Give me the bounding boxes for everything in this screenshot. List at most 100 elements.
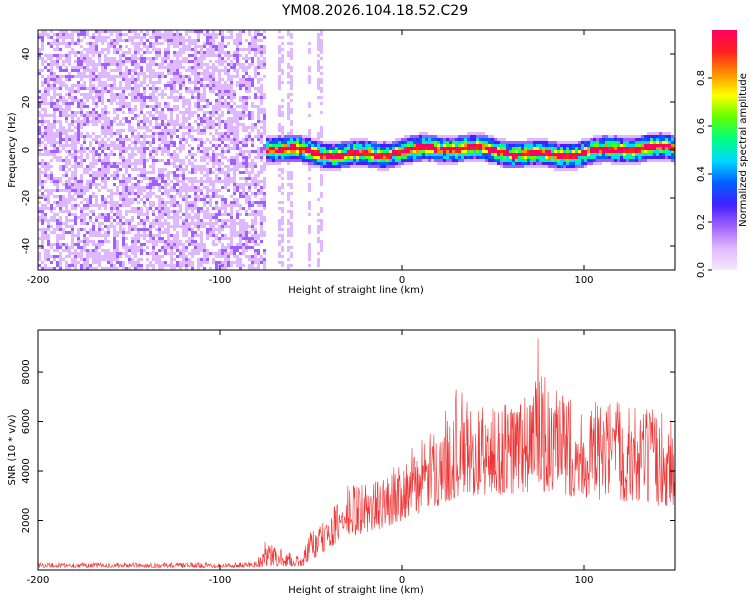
spectrogram-cell [212, 213, 215, 216]
spectrogram-cell [146, 258, 149, 261]
spectrogram-cell [269, 135, 272, 138]
spectrogram-cell [371, 147, 374, 150]
spectrogram-cell [77, 183, 80, 186]
spectrogram-cell [110, 129, 113, 132]
spectrogram-cell [41, 114, 44, 117]
spectrogram-cell [164, 144, 167, 147]
spectrogram-cell [431, 159, 434, 162]
spectrogram-cell [233, 192, 236, 195]
spectrogram-cell [164, 117, 167, 120]
spectrogram-cell [320, 219, 323, 222]
spectrogram-cell [98, 78, 101, 81]
spectrogram-cell [110, 75, 113, 78]
spectrogram-cell [314, 153, 317, 156]
spectrogram-cell [209, 102, 212, 105]
spectrogram-cell [86, 213, 89, 216]
spectrogram-cell [140, 234, 143, 237]
spectrogram-cell [131, 96, 134, 99]
spectrogram-cell [188, 186, 191, 189]
spectrogram-cell [65, 99, 68, 102]
spectrogram-cell [164, 222, 167, 225]
spectrogram-cell [53, 201, 56, 204]
spectrogram-cell [53, 102, 56, 105]
spectrogram-cell [437, 144, 440, 147]
spectrogram-cell [107, 255, 110, 258]
spectrogram-cell [239, 81, 242, 84]
spectrogram-cell [113, 69, 116, 72]
spectrogram-cell [197, 261, 200, 264]
spectrogram-cell [110, 84, 113, 87]
spectrogram-cell [215, 162, 218, 165]
spectrogram-cell [257, 81, 260, 84]
spectrogram-cell [44, 219, 47, 222]
spectrogram-cell [257, 138, 260, 141]
spectrogram-cell [47, 135, 50, 138]
spectrogram-cell [227, 189, 230, 192]
spectrogram-cell [260, 228, 263, 231]
spectrogram-cell [233, 246, 236, 249]
spectrogram-cell [41, 195, 44, 198]
spectrogram-cell [149, 78, 152, 81]
spectrogram-cell [119, 30, 122, 33]
spectrogram-cell [44, 132, 47, 135]
spectrogram-cell [41, 234, 44, 237]
spectrogram-cell [179, 123, 182, 126]
spectrogram-cell [209, 189, 212, 192]
spectrogram-cell [251, 102, 254, 105]
spectrogram-cell [407, 138, 410, 141]
spectrogram-cell [260, 258, 263, 261]
spectrogram-cell [242, 249, 245, 252]
spectrogram-cell [110, 153, 113, 156]
spectrogram-cell [197, 117, 200, 120]
spectrogram-cell [125, 75, 128, 78]
spectrogram-cell [500, 153, 503, 156]
spectrogram-cell [476, 132, 479, 135]
spectrogram-cell [239, 243, 242, 246]
spectrogram-cell [152, 171, 155, 174]
spectrogram-cell [59, 30, 62, 33]
spectrogram-cell [290, 132, 293, 135]
spectrogram-cell [59, 210, 62, 213]
spectrogram-cell [377, 150, 380, 153]
spectrogram-cell [413, 138, 416, 141]
spectrogram-cell [74, 234, 77, 237]
spectrogram-cell [248, 117, 251, 120]
spectrogram-cell [125, 51, 128, 54]
spectrogram-cell [224, 234, 227, 237]
spectrogram-cell [350, 138, 353, 141]
spectrogram-cell [335, 159, 338, 162]
spectrogram-cell [113, 120, 116, 123]
spectrogram-cell [242, 138, 245, 141]
spectrogram-cell [290, 144, 293, 147]
spectrogram-cell [191, 54, 194, 57]
spectrogram-cell [212, 30, 215, 33]
spectrogram-cell [200, 159, 203, 162]
spectrogram-cell [218, 189, 221, 192]
spectrogram-cell [89, 42, 92, 45]
spectrogram-cell [47, 222, 50, 225]
spectrogram-cell [92, 42, 95, 45]
spectrogram-cell [188, 180, 191, 183]
spectrogram-cell [41, 33, 44, 36]
spectrogram-cell [410, 141, 413, 144]
spectrogram-cell [449, 159, 452, 162]
spectrogram-cell [131, 93, 134, 96]
spectrogram-cell [53, 108, 56, 111]
spectrogram-cell [173, 60, 176, 63]
spectrogram-cell [110, 63, 113, 66]
spectrogram-cell [56, 45, 59, 48]
spectrogram-cell [125, 45, 128, 48]
spectrogram-cell [419, 144, 422, 147]
spectrogram-cell [185, 240, 188, 243]
spectrogram-cell [446, 138, 449, 141]
spectrogram-cell [41, 42, 44, 45]
spectrogram-cell [122, 117, 125, 120]
spectrogram-cell [77, 69, 80, 72]
spectrogram-cell [59, 57, 62, 60]
spectrogram-cell [47, 177, 50, 180]
spectrogram-cell [170, 114, 173, 117]
spectrogram-cell [77, 81, 80, 84]
spectrogram-cell [158, 201, 161, 204]
spectrogram-cell [152, 72, 155, 75]
spectrogram-cell [218, 219, 221, 222]
